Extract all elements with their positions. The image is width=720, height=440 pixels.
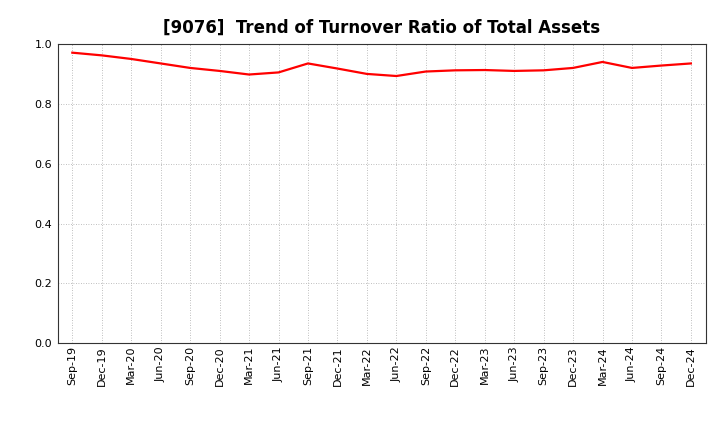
Title: [9076]  Trend of Turnover Ratio of Total Assets: [9076] Trend of Turnover Ratio of Total … bbox=[163, 19, 600, 37]
